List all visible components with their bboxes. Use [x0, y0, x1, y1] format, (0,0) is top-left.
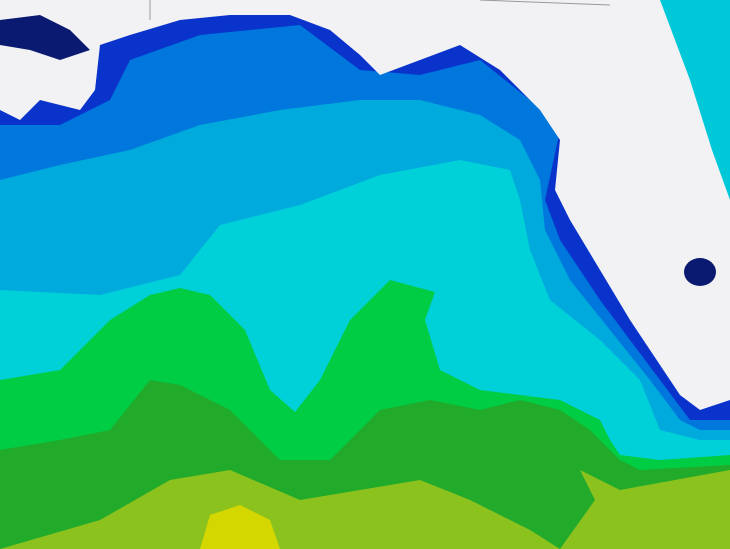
lake — [684, 258, 716, 286]
marsh — [0, 15, 90, 60]
land — [0, 0, 730, 410]
band-yellow — [200, 505, 280, 549]
atlantic — [660, 0, 730, 200]
state-border — [479, 0, 611, 6]
